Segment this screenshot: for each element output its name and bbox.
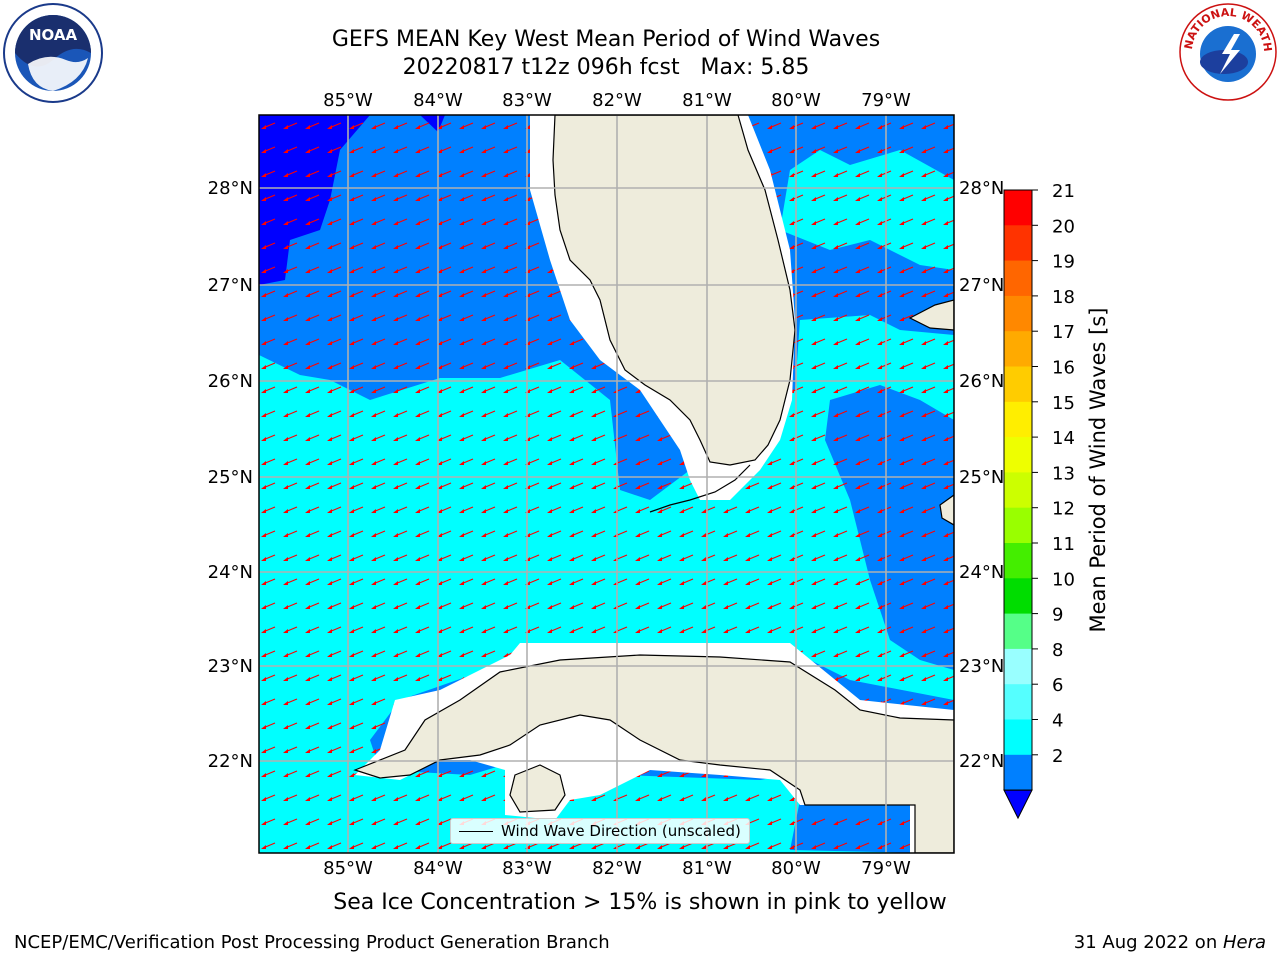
colorbar-swatch [1004, 684, 1032, 720]
lat-labels-right: 28°N 27°N 26°N 25°N 24°N 23°N 22°N [959, 178, 1004, 772]
lat-label: 22°N [208, 751, 253, 772]
colorbar-swatch [1004, 719, 1032, 756]
colorbar-tick-label: 20 [1052, 216, 1075, 237]
colorbar-tick-label: 12 [1052, 499, 1075, 520]
credit-date: 31 Aug 2022 on Hera [1074, 932, 1266, 953]
lon-label: 81°W [682, 90, 732, 111]
colorbar-swatch [1004, 472, 1032, 509]
colorbar-tick-label: 17 [1052, 322, 1075, 343]
lat-label: 26°N [208, 371, 253, 392]
colorbar-tick-label: 13 [1052, 463, 1075, 484]
colorbar-label: Mean Period of Wind Waves [s] [1086, 307, 1110, 633]
lat-label: 23°N [959, 656, 1004, 677]
lat-label: 28°N [959, 178, 1004, 199]
colorbar-swatch [1004, 543, 1032, 579]
colorbar-extend-triangle [1003, 789, 1033, 820]
lat-label: 22°N [959, 751, 1004, 772]
lat-label: 27°N [959, 275, 1004, 296]
colorbar-tick-label: 18 [1052, 287, 1075, 308]
map-frame [258, 114, 955, 854]
lat-label: 24°N [959, 562, 1004, 583]
lon-label: 83°W [502, 90, 552, 111]
bahamas-land [908, 299, 954, 331]
sea-ice-note: Sea Ice Concentration > 15% is shown in … [333, 890, 947, 915]
colorbar-tick-label: 21 [1052, 181, 1075, 202]
colorbar-tick-label: 16 [1052, 358, 1075, 379]
colorbar-tick-label: 2 [1052, 746, 1063, 767]
noaa-logo-text: NOAA [29, 26, 78, 44]
florida-land [552, 115, 796, 466]
colorbar-swatch [1004, 648, 1032, 685]
lat-label: 28°N [208, 178, 253, 199]
colorbar-tick-label: 8 [1052, 640, 1063, 661]
chart-subtitle: 20220817 t12z 096h fcst Max: 5.85 [402, 55, 810, 80]
colorbar-swatch [1004, 578, 1032, 615]
lon-label: 84°W [413, 90, 463, 111]
credit-host: Hera [1222, 932, 1266, 953]
colorbar-tick-label: 14 [1052, 428, 1075, 449]
lon-label: 85°W [323, 90, 373, 111]
colorbar-swatch [1004, 260, 1032, 297]
colorbar-tick-label: 19 [1052, 252, 1075, 273]
chart-title: GEFS MEAN Key West Mean Period of Wind W… [331, 27, 881, 52]
colorbar-swatch [1004, 507, 1032, 544]
lon-label: 85°W [323, 858, 373, 879]
colorbar-swatch [1004, 754, 1032, 791]
colorbar-tick-label: 4 [1052, 711, 1063, 732]
colorbar: 21 20 19 18 17 16 15 14 13 12 11 10 9 8 6 4 2 [1003, 181, 1075, 820]
lon-labels-top: 85°W 84°W 83°W 82°W 81°W 80°W 79°W [323, 90, 911, 111]
lon-label: 80°W [771, 858, 821, 879]
colorbar-tick-label: 6 [1052, 675, 1063, 696]
lat-label: 26°N [959, 371, 1004, 392]
colorbar-frame [1003, 189, 1033, 791]
colorbar-tick-label: 11 [1052, 534, 1075, 555]
nws-logo: NATIONAL WEATHER SERVICE [1178, 2, 1277, 101]
lon-label: 84°W [413, 858, 463, 879]
legend-line-swatch [459, 830, 493, 832]
legend-label: Wind Wave Direction (unscaled) [501, 822, 741, 840]
lon-label: 81°W [682, 858, 732, 879]
colorbar-swatch [1004, 613, 1032, 650]
colorbar-swatch [1004, 190, 1032, 226]
colorbar-swatch [1004, 331, 1032, 367]
lat-label: 24°N [208, 562, 253, 583]
colorbar-swatch [1004, 295, 1032, 332]
colorbar-swatch [1004, 225, 1032, 262]
credit-date-text: 31 Aug 2022 on [1073, 932, 1223, 953]
colorbar-tick-label: 9 [1052, 605, 1063, 626]
colorbar-swatch [1004, 401, 1032, 438]
graticule [259, 115, 954, 853]
lon-label: 83°W [502, 858, 552, 879]
map-legend: Wind Wave Direction (unscaled) [450, 818, 750, 844]
lat-label: 27°N [208, 275, 253, 296]
lat-label: 25°N [208, 467, 253, 488]
credit-branch: NCEP/EMC/Verification Post Processing Pr… [14, 932, 610, 953]
cuba-land [353, 654, 954, 853]
lat-label: 25°N [959, 467, 1004, 488]
lat-label: 23°N [208, 656, 253, 677]
lon-labels-bottom: 85°W 84°W 83°W 82°W 81°W 80°W 79°W [323, 858, 911, 879]
lon-label: 80°W [771, 90, 821, 111]
lon-label: 79°W [861, 858, 911, 879]
lon-label: 82°W [592, 858, 642, 879]
lat-labels-left: 28°N 27°N 26°N 25°N 24°N 23°N 22°N [208, 178, 253, 772]
colorbar-swatch [1004, 437, 1032, 473]
isla-juventud-land [509, 764, 566, 813]
colorbar-swatch [1004, 366, 1032, 403]
noaa-logo: NOAA [3, 3, 103, 103]
colorbar-tick-label: 10 [1052, 569, 1075, 590]
lon-label: 79°W [861, 90, 911, 111]
colorbar-tick-label: 15 [1052, 393, 1075, 414]
lon-label: 82°W [592, 90, 642, 111]
map-area [259, 115, 954, 853]
